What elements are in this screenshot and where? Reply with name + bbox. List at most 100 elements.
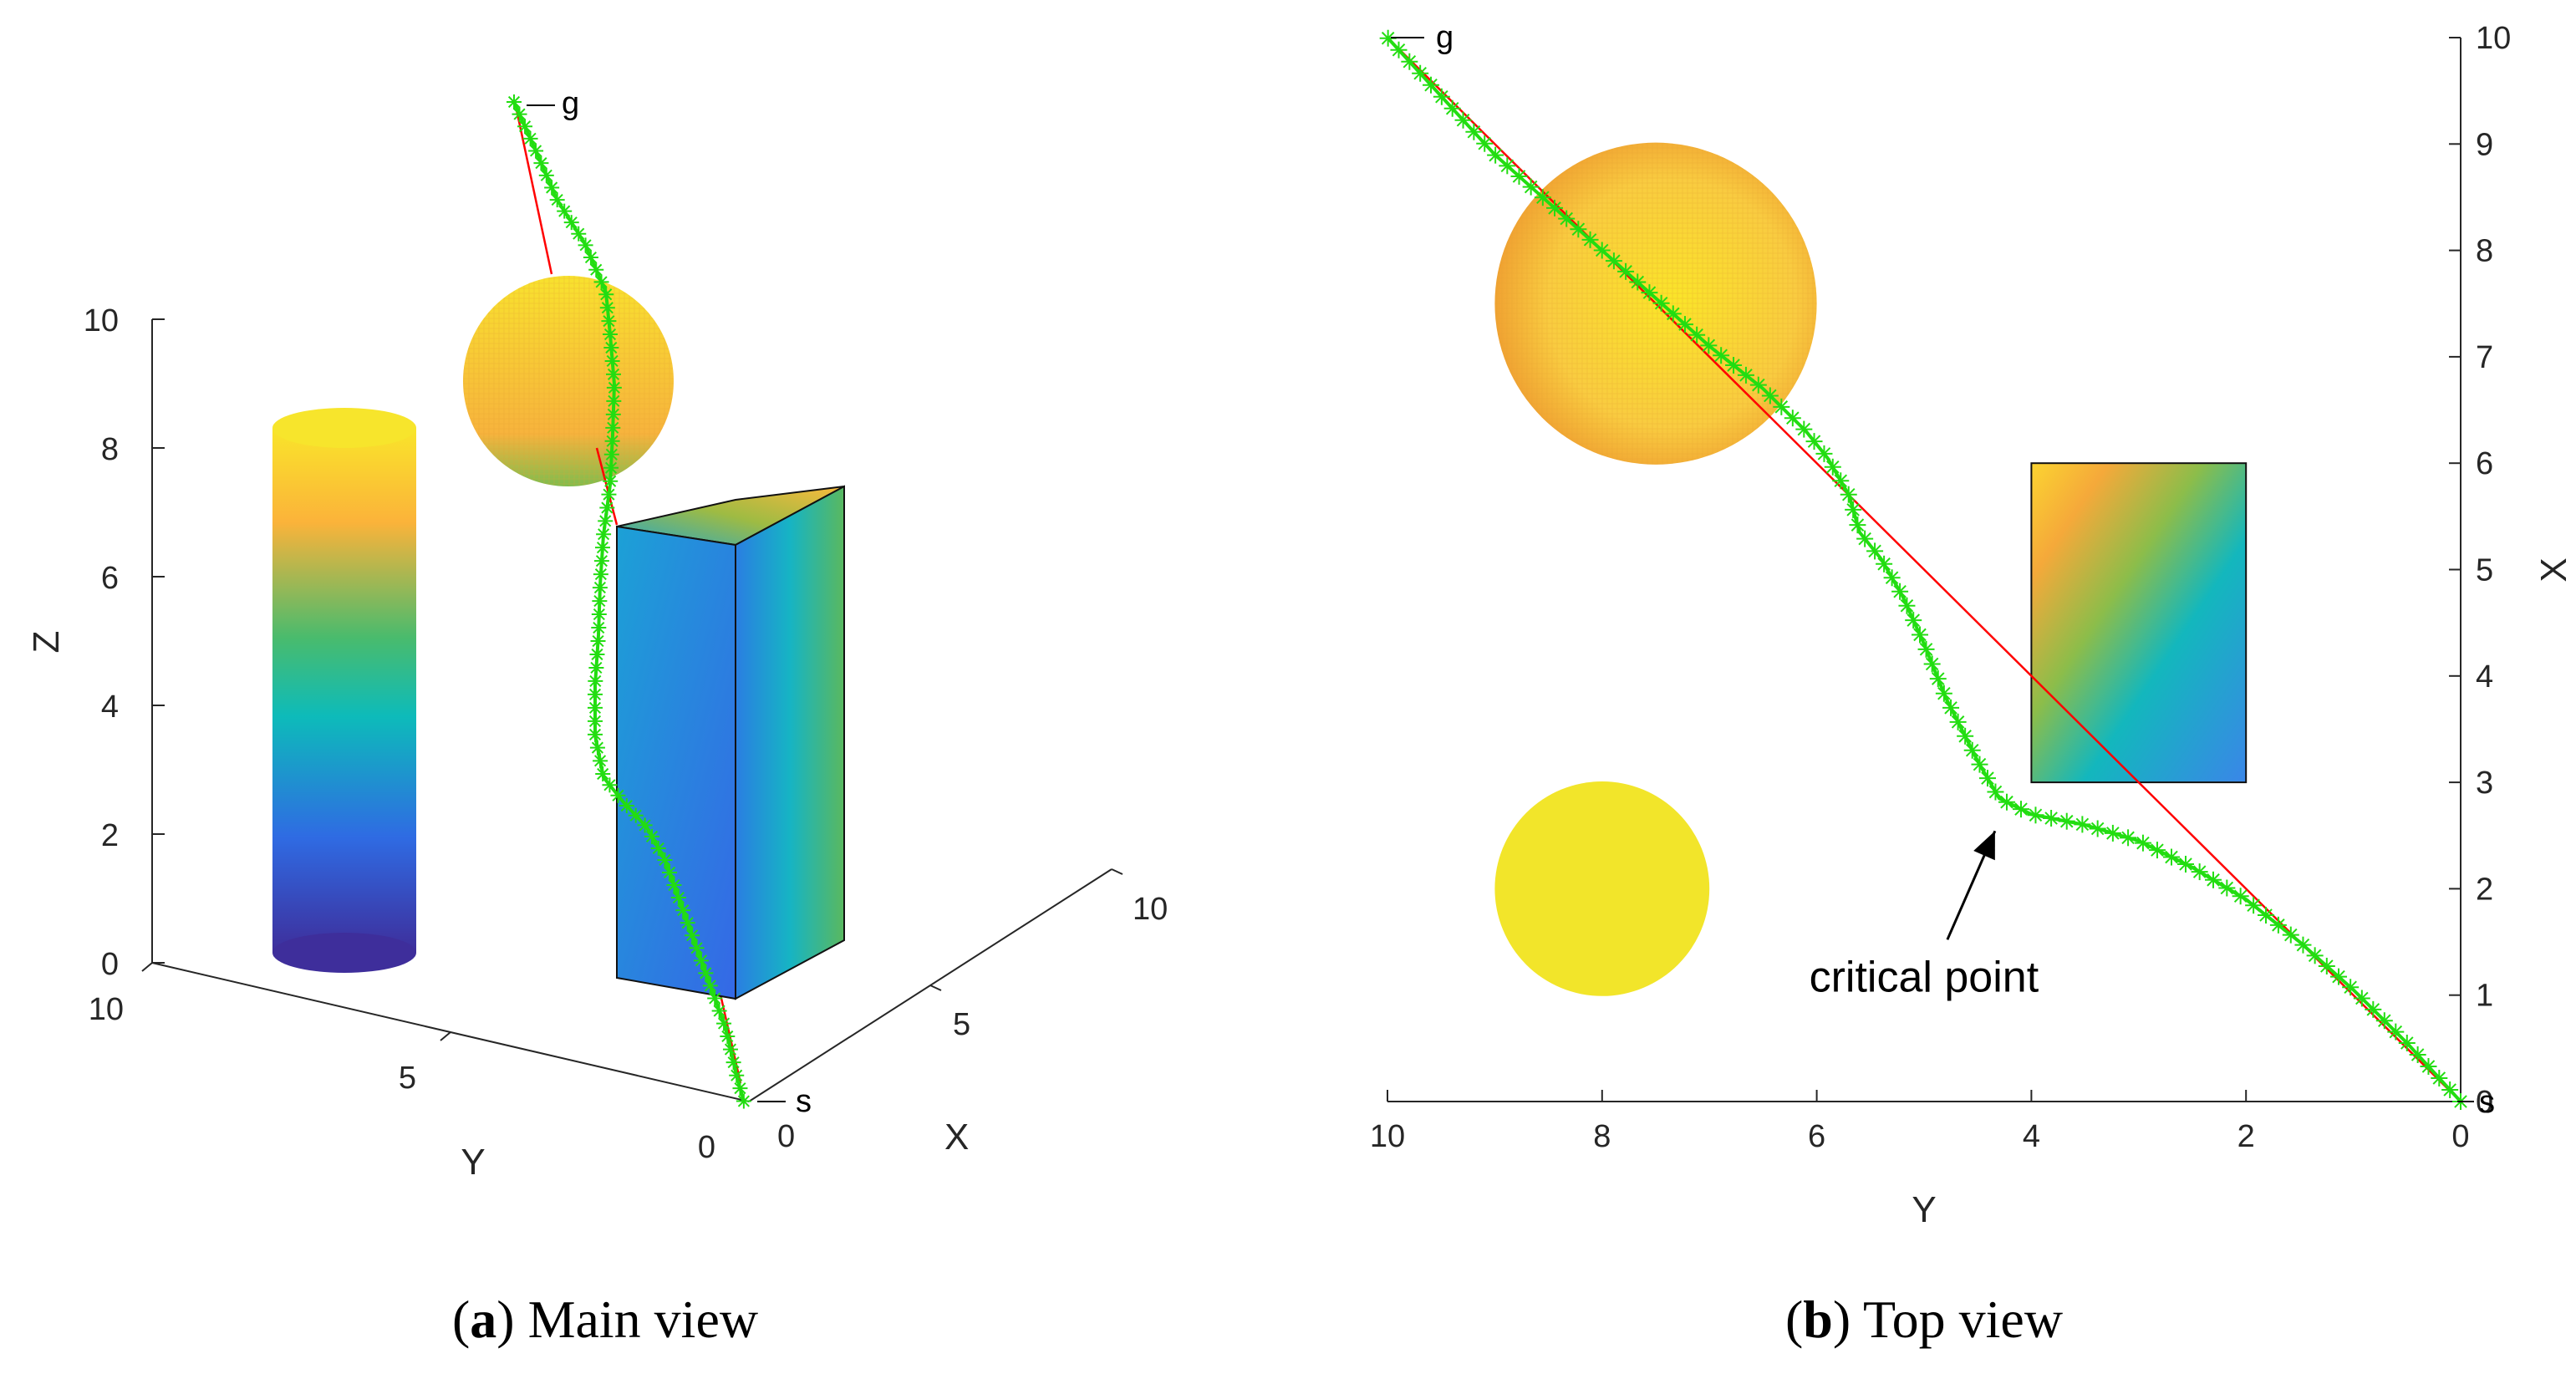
critical-point-annotation: critical point <box>1810 830 2039 1001</box>
path-marker <box>588 726 603 742</box>
top-x-tick-label: 8 <box>2476 234 2493 269</box>
path-marker <box>1499 157 1516 175</box>
path-marker <box>1784 410 1801 427</box>
path-marker <box>1805 433 1823 450</box>
path-marker <box>1641 284 1658 302</box>
path-marker <box>1849 516 1866 534</box>
path-marker <box>610 787 626 803</box>
path-marker <box>1664 305 1682 323</box>
path-marker <box>605 366 621 382</box>
path-marker <box>2218 879 2236 897</box>
path-marker <box>2342 979 2360 996</box>
path-marker <box>593 274 609 290</box>
path-marker <box>2431 1069 2448 1086</box>
path-marker <box>657 852 673 868</box>
y-ticks <box>141 962 451 1041</box>
goal-label-top: g <box>1436 20 1453 55</box>
path-marker <box>1929 670 1947 688</box>
path-marker <box>601 313 617 329</box>
path-marker <box>583 250 598 266</box>
z-ticks <box>152 318 165 964</box>
path-marker <box>619 798 634 814</box>
path-marker <box>1652 294 1670 312</box>
path-marker <box>1713 347 1730 364</box>
path-marker <box>716 1015 732 1031</box>
top-y-tick-label: 0 <box>2451 1119 2469 1154</box>
z-tick-label: 4 <box>101 690 119 725</box>
path-marker <box>588 713 603 729</box>
path-marker <box>707 990 723 1006</box>
path-marker <box>689 940 705 956</box>
path-marker <box>1629 273 1647 291</box>
caption-a: (a) Main view <box>452 1290 758 1349</box>
path-marker <box>605 420 621 435</box>
path-marker <box>2074 816 2091 833</box>
path-marker <box>591 620 607 636</box>
path-marker <box>549 192 565 208</box>
path-marker <box>578 237 593 253</box>
path-marker <box>1465 123 1483 140</box>
path-marker <box>1401 53 1418 70</box>
path-marker <box>1522 178 1540 196</box>
top-x-tick-label: 2 <box>2476 872 2493 907</box>
path-marker <box>650 840 666 856</box>
path-marker <box>589 740 605 756</box>
path-marker <box>2441 1081 2459 1098</box>
path-marker <box>603 473 619 489</box>
path-marker <box>588 686 603 702</box>
path-marker <box>1978 770 1996 787</box>
top-x-tick-label: 0 <box>2476 1085 2493 1120</box>
path-marker <box>1593 242 1611 259</box>
path-marker <box>1605 252 1622 270</box>
top-x-tick-label: 6 <box>2476 446 2493 481</box>
path-marker <box>1963 741 1981 759</box>
path-marker <box>1546 199 1564 216</box>
path-marker <box>1581 231 1599 248</box>
path-marker <box>1898 597 1916 614</box>
path-marker <box>1891 583 1909 600</box>
path-marker <box>1570 221 1587 238</box>
path-marker <box>1876 555 1893 572</box>
path-marker <box>666 877 682 893</box>
path-marker <box>662 864 678 880</box>
z-tick-label: 8 <box>101 432 119 467</box>
path-marker <box>1558 210 1576 227</box>
path-marker <box>732 1081 748 1097</box>
top-view-path <box>1379 29 2474 1110</box>
path-marker <box>2162 848 2180 866</box>
y-tick-label: 10 <box>89 992 124 1027</box>
path-marker <box>593 553 609 569</box>
path-marker <box>2191 863 2208 881</box>
path-marker <box>512 106 527 122</box>
path-marker <box>1957 727 1974 745</box>
path-marker <box>599 500 615 516</box>
path-marker <box>589 646 605 662</box>
path-marker <box>1824 458 1841 476</box>
path-marker <box>1688 326 1706 343</box>
path-marker <box>1476 135 1494 152</box>
path-marker <box>571 226 587 242</box>
path-marker <box>598 287 614 303</box>
path-marker <box>592 593 608 609</box>
path-marker <box>2420 1057 2437 1075</box>
path-marker <box>2306 947 2324 964</box>
path-marker <box>1510 167 1528 185</box>
path-marker <box>601 486 617 502</box>
path-marker <box>1795 420 1813 438</box>
path-marker <box>1423 76 1440 94</box>
path-marker <box>603 327 619 343</box>
z-tick-label: 0 <box>101 947 119 982</box>
path-marker <box>1676 316 1693 333</box>
path-marker <box>2258 907 2275 924</box>
path-marker <box>1443 99 1461 117</box>
path-marker <box>2398 1034 2416 1051</box>
top-x-tick-label: 9 <box>2476 127 2493 162</box>
cylinder-obstacle-top <box>1494 781 1710 996</box>
path-marker <box>598 513 613 529</box>
path-marker <box>1749 376 1767 394</box>
path-marker <box>1379 29 1397 47</box>
path-marker <box>602 777 618 793</box>
path-marker <box>2204 871 2222 888</box>
z-tick-label: 6 <box>101 561 119 596</box>
path-marker <box>1433 88 1450 105</box>
